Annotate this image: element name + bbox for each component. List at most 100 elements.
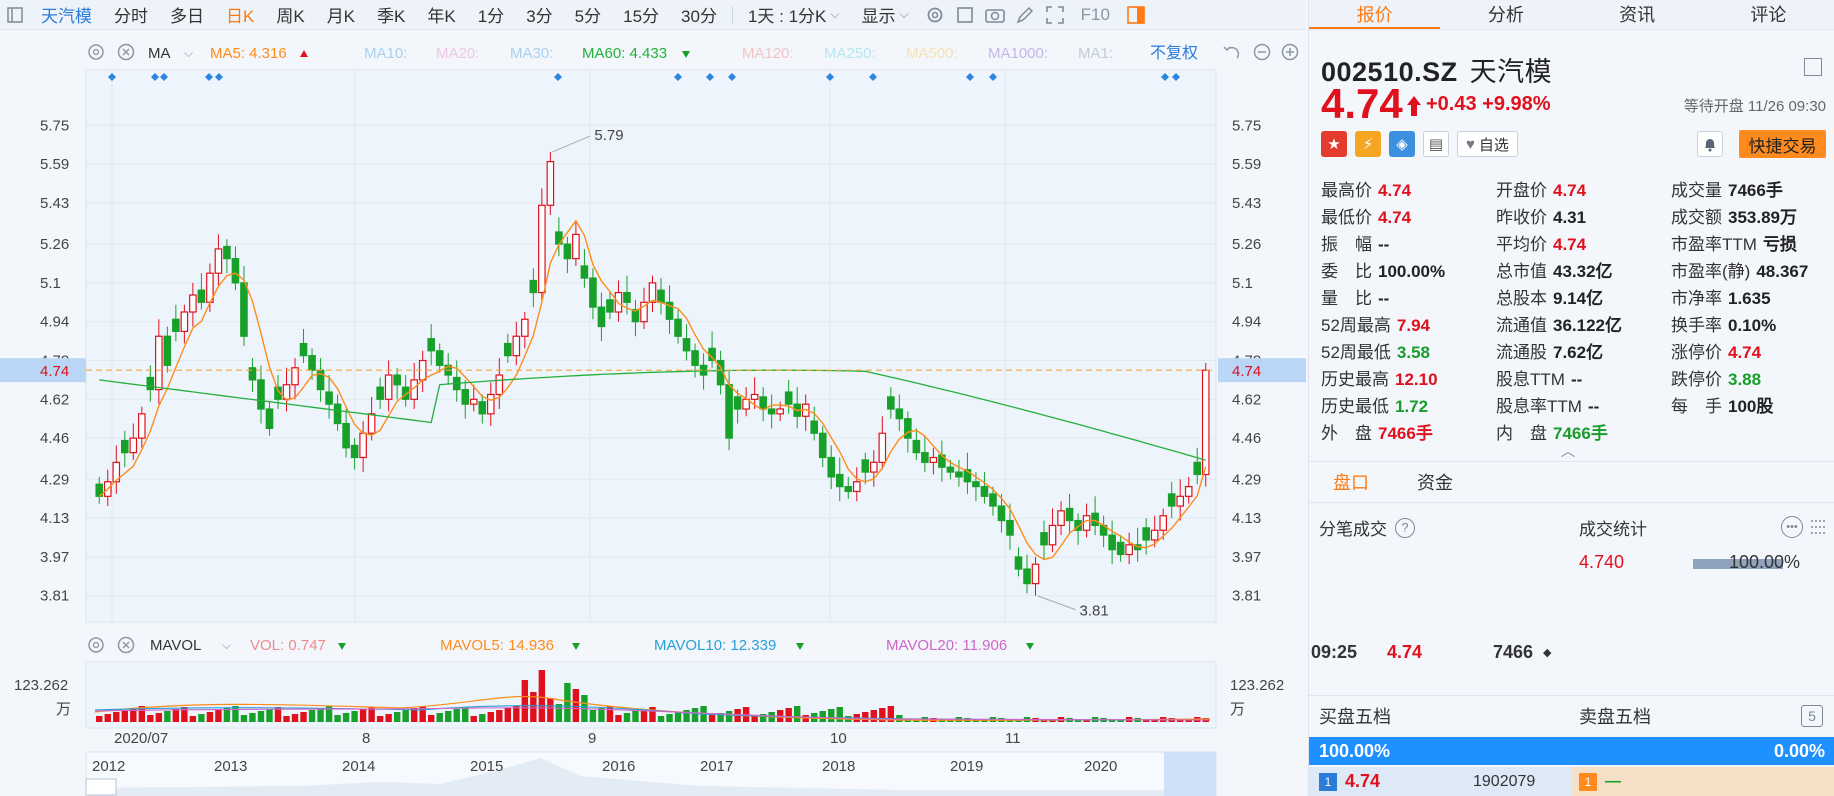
volume-axis-label-left: 123.262 (14, 677, 68, 694)
volume-bar (513, 706, 520, 722)
period-quarterly[interactable]: 季K (377, 7, 406, 26)
legend-settings-icon[interactable] (88, 44, 104, 60)
marker-diamond (160, 73, 168, 81)
candle-body (469, 398, 478, 405)
quote-value: 9.14亿 (1553, 289, 1604, 308)
period-fenshi[interactable]: 分时 (114, 7, 148, 26)
period-15min[interactable]: 15分 (623, 7, 660, 26)
adjust-button[interactable]: 不复权 (1150, 44, 1198, 62)
vol-down-arrow-icon (338, 643, 346, 650)
candle-body (1184, 486, 1193, 497)
candle-body (393, 374, 401, 386)
quote-cell: 每 手 100股 (1671, 392, 1831, 417)
price-tick-label: 5.26 (40, 236, 69, 253)
zoom-out-icon[interactable] (1253, 43, 1271, 61)
volume-bar (206, 712, 214, 722)
pen-draw-icon[interactable] (1010, 0, 1040, 30)
quote-cell: 流通股 7.62亿 (1496, 338, 1671, 363)
candle-body (1057, 510, 1065, 527)
price-tick-label: 3.81 (1232, 588, 1261, 605)
candle-body (623, 291, 631, 303)
buy-ratio: 100.00% (1309, 737, 1571, 765)
fullscreen-icon[interactable] (1040, 0, 1070, 30)
vol-settings-icon[interactable] (88, 637, 104, 653)
overview-strip[interactable]: 2012 2013 2014 2015 2016 2017 2018 2019 2020 (85, 751, 1217, 796)
settings-gear-icon[interactable] (920, 0, 950, 30)
vol-close-icon[interactable] (117, 636, 135, 654)
tab-comments[interactable]: 评论 (1750, 5, 1787, 25)
candle-body (887, 396, 895, 410)
stock-name-tab[interactable]: 天汽模 (41, 7, 92, 26)
price-up-arrow-icon (1407, 96, 1421, 116)
period-5min[interactable]: 5分 (574, 7, 602, 26)
period-30min[interactable]: 30分 (681, 7, 717, 26)
volume-bar (240, 715, 248, 722)
period-weekly[interactable]: 周K (276, 7, 305, 26)
period-yearly[interactable]: 年K (427, 7, 456, 26)
candle-body (538, 204, 546, 294)
period-3min[interactable]: 3分 (526, 7, 553, 26)
tab-news[interactable]: 资讯 (1619, 5, 1656, 25)
candle-body (733, 396, 742, 410)
list-icon[interactable] (1809, 516, 1829, 538)
china-flag-icon[interactable]: ★ (1321, 131, 1347, 157)
more-icon[interactable]: ••• (1781, 516, 1803, 538)
panel-toggle-icon[interactable] (1121, 0, 1151, 30)
chevron-up-icon[interactable]: ︿ (1561, 443, 1575, 459)
quote-cell: 最高价 4.74 (1321, 176, 1496, 201)
collapse-panel-icon[interactable] (1804, 58, 1822, 76)
zoom-in-icon[interactable] (1281, 43, 1299, 61)
bid-level-1[interactable]: 1 4.74 1902079 (1309, 767, 1571, 796)
f10-button[interactable]: F10 (1080, 4, 1110, 24)
chevron-down-icon[interactable]: ⌵ (184, 46, 193, 60)
tick-time: 09:25 (1311, 642, 1358, 662)
candle-body (861, 459, 870, 473)
legend-mavol: MAVOL (150, 637, 201, 654)
five-settings-icon[interactable]: 5 (1801, 704, 1823, 727)
volume-bar (606, 706, 614, 722)
sidebar-toggle-icon[interactable] (0, 0, 30, 30)
quote-cell: 总股本 9.14亿 (1496, 284, 1671, 309)
quote-value: 7.94 (1396, 316, 1431, 335)
quote-value: 亏损 (1762, 235, 1797, 254)
chevron-down-icon[interactable]: ⌵ (222, 638, 231, 652)
period-monthly[interactable]: 月K (326, 7, 356, 26)
quote-row: 历史最高 12.10 股息TTM -- 跌停价 3.88 (1321, 364, 1831, 391)
help-icon[interactable]: ? (1395, 517, 1415, 538)
period-daily[interactable]: 日K (226, 7, 255, 26)
volume-bar (1083, 720, 1090, 722)
camera-icon[interactable] (980, 0, 1010, 30)
tick-volume: 7466 (1493, 642, 1534, 662)
ask-level-1[interactable]: 1 — (1571, 767, 1834, 796)
period-dropdown[interactable]: 1天 : 1分K ⌵ (737, 0, 851, 30)
tag-icon[interactable]: ◈ (1389, 131, 1415, 157)
divider (731, 5, 733, 24)
trade-stats-title: 成交统计 (1579, 520, 1647, 539)
bell-icon[interactable] (1697, 131, 1723, 157)
kline-chart[interactable]: MA ⌵ MA5: 4.316 MA10: MA20: MA30: MA60: … (0, 30, 1306, 796)
price-tick-label: 5.59 (1232, 156, 1261, 173)
volume-bar (453, 709, 460, 722)
tab-capital[interactable]: 资金 (1417, 473, 1453, 493)
tab-analysis[interactable]: 分析 (1487, 5, 1524, 25)
volume-bar (1108, 719, 1116, 722)
overview-year-label: 2013 (214, 758, 247, 775)
tab-orderbook[interactable]: 盘口 (1333, 473, 1369, 493)
quick-trade-button[interactable]: 快捷交易 (1739, 130, 1826, 158)
tick-trades-header: 分笔成交? (1319, 515, 1415, 540)
undo-icon[interactable] (1223, 46, 1240, 59)
bookmark-icon[interactable]: ▤ (1423, 131, 1449, 157)
watchlist-button[interactable]: ♥ 自选 (1457, 131, 1518, 157)
tab-quote[interactable]: 报价 (1309, 0, 1441, 29)
volume-bar (785, 708, 792, 722)
period-duori[interactable]: 多日 (170, 7, 204, 26)
legend-close-icon[interactable] (117, 43, 135, 61)
ma5-line (98, 219, 1207, 561)
ma60-down-arrow-icon (682, 51, 690, 58)
quote-value: 7466手 (1728, 181, 1783, 200)
quote-value: 4.74 (1553, 235, 1587, 254)
lightning-icon[interactable]: ⚡ (1355, 131, 1381, 157)
period-1min[interactable]: 1分 (477, 7, 505, 26)
display-dropdown[interactable]: 显示 ⌵ (851, 0, 920, 30)
layout-box-icon[interactable] (950, 0, 980, 30)
